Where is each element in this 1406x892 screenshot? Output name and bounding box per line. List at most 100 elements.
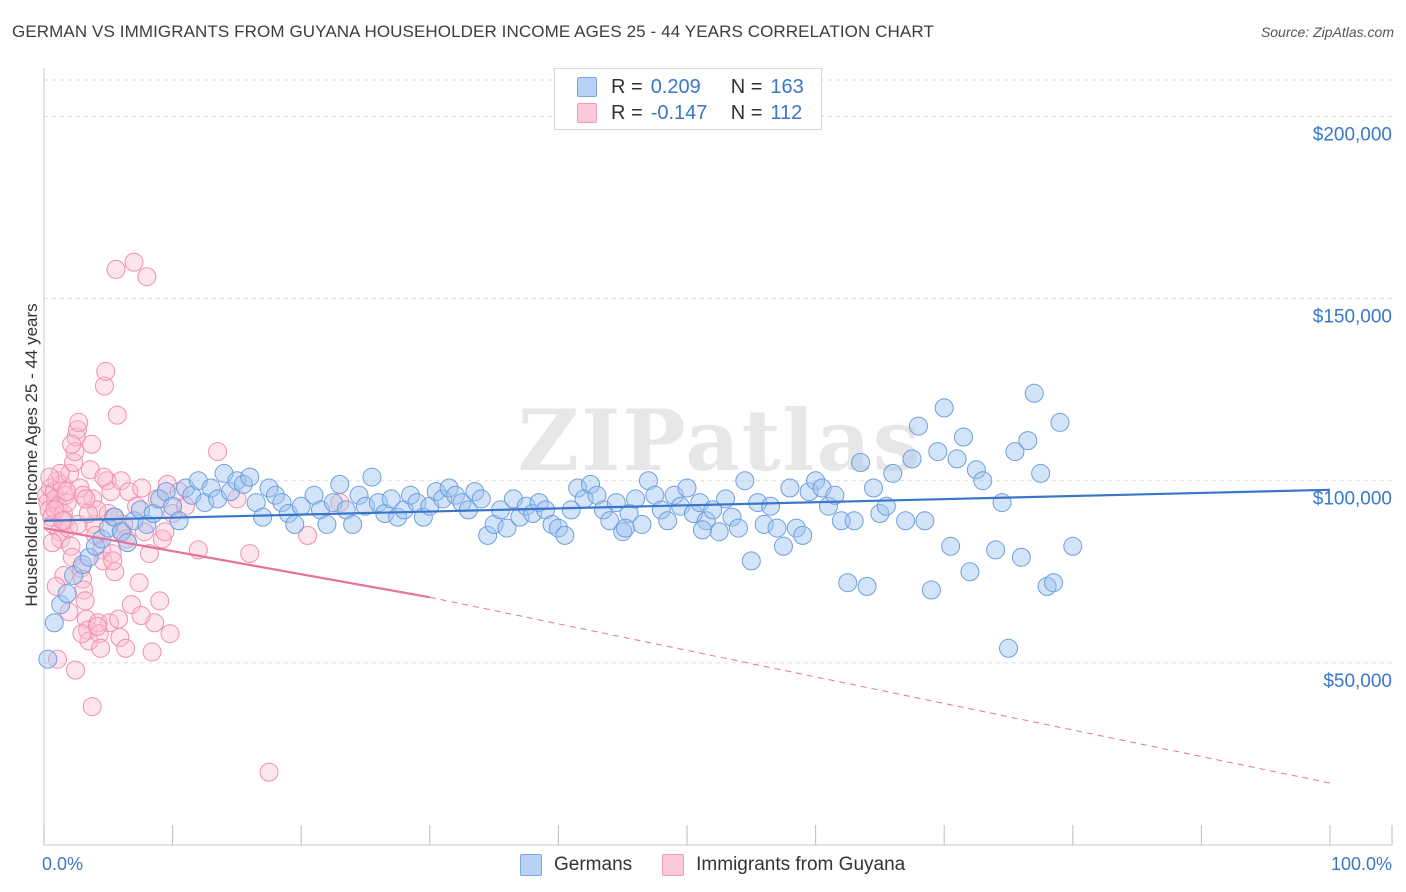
point-germans bbox=[908, 416, 928, 436]
point-germans bbox=[870, 504, 890, 523]
point-germans bbox=[137, 514, 157, 534]
point-germans bbox=[1005, 442, 1025, 462]
watermark: ZIPatlas bbox=[518, 391, 922, 490]
point-guyana bbox=[87, 616, 107, 636]
point-germans bbox=[735, 471, 755, 491]
legend-item-germans: Germans bbox=[520, 854, 632, 876]
legend-swatch-guyana bbox=[577, 103, 597, 123]
point-germans bbox=[349, 485, 369, 505]
point-guyana bbox=[79, 631, 99, 651]
point-germans bbox=[986, 540, 1006, 560]
point-germans bbox=[51, 595, 71, 615]
point-germans bbox=[1044, 573, 1064, 593]
point-germans bbox=[79, 547, 99, 567]
legend-r-label: R = bbox=[611, 101, 643, 124]
point-guyana bbox=[66, 660, 86, 680]
trend-line-guyana-extrapolated bbox=[429, 596, 1331, 784]
point-germans bbox=[876, 496, 896, 516]
legend-row-guyana: R = -0.147 N = 112 bbox=[577, 101, 802, 125]
point-germans bbox=[754, 514, 774, 534]
point-germans bbox=[773, 536, 793, 556]
point-germans bbox=[38, 649, 58, 669]
point-germans bbox=[362, 467, 382, 487]
point-germans bbox=[857, 576, 877, 596]
point-guyana bbox=[109, 609, 129, 629]
point-guyana bbox=[121, 595, 141, 615]
point-guyana bbox=[72, 624, 92, 644]
point-guyana bbox=[102, 544, 122, 564]
point-germans bbox=[915, 511, 935, 531]
point-germans bbox=[259, 478, 279, 498]
axes bbox=[43, 68, 1393, 846]
y-tick-label: $200,000 bbox=[1313, 124, 1392, 145]
point-germans bbox=[600, 511, 620, 531]
point-germans bbox=[356, 496, 375, 516]
point-germans bbox=[761, 496, 781, 516]
point-germans bbox=[1011, 547, 1031, 567]
point-germans bbox=[561, 500, 581, 520]
point-germans bbox=[1037, 576, 1057, 596]
point-germans bbox=[265, 485, 285, 505]
point-germans bbox=[227, 471, 247, 491]
point-germans bbox=[1063, 536, 1083, 556]
legend-r-value: -0.147 bbox=[650, 101, 708, 124]
point-germans bbox=[433, 489, 453, 509]
point-germans bbox=[446, 485, 466, 505]
point-germans bbox=[921, 580, 941, 600]
point-guyana bbox=[94, 376, 114, 396]
point-guyana bbox=[46, 576, 66, 596]
point-germans bbox=[953, 427, 973, 447]
point-guyana bbox=[75, 591, 95, 611]
point-germans bbox=[57, 584, 77, 604]
point-guyana bbox=[54, 565, 74, 585]
point-germans bbox=[928, 442, 948, 462]
point-guyana bbox=[160, 624, 180, 644]
point-guyana bbox=[97, 471, 117, 491]
point-guyana bbox=[127, 496, 147, 516]
point-guyana bbox=[40, 467, 60, 487]
y-tick-label: $50,000 bbox=[1323, 671, 1392, 692]
point-guyana bbox=[131, 606, 151, 625]
point-germans bbox=[851, 453, 871, 472]
point-germans bbox=[272, 493, 292, 513]
point-guyana bbox=[98, 504, 118, 523]
point-germans bbox=[73, 555, 93, 574]
point-germans bbox=[793, 525, 813, 545]
point-guyana bbox=[142, 642, 162, 662]
point-germans bbox=[728, 518, 748, 538]
point-germans bbox=[709, 522, 729, 542]
point-guyana bbox=[82, 434, 102, 454]
point-guyana bbox=[96, 361, 116, 381]
point-germans bbox=[510, 507, 530, 527]
point-germans bbox=[471, 489, 491, 509]
point-guyana bbox=[259, 762, 279, 782]
point-guyana bbox=[107, 405, 127, 425]
point-guyana bbox=[57, 493, 77, 513]
point-germans bbox=[542, 514, 562, 534]
point-germans bbox=[677, 478, 697, 498]
correlation-legend: R = 0.209 N = 163 R = -0.147 N = 112 bbox=[554, 68, 822, 130]
trend-lines bbox=[43, 488, 1331, 784]
legend-r-label: R = bbox=[611, 75, 643, 98]
point-germans bbox=[439, 478, 459, 498]
point-guyana bbox=[116, 638, 136, 658]
point-germans bbox=[883, 463, 903, 483]
point-germans bbox=[426, 482, 446, 502]
point-germans bbox=[960, 562, 980, 582]
point-germans bbox=[568, 478, 588, 498]
point-germans bbox=[966, 460, 986, 480]
point-germans bbox=[529, 493, 549, 513]
point-germans bbox=[233, 474, 253, 494]
point-germans bbox=[581, 474, 601, 494]
point-germans bbox=[1031, 463, 1051, 483]
point-guyana bbox=[48, 649, 68, 669]
point-guyana bbox=[119, 482, 139, 502]
point-germans bbox=[896, 511, 916, 531]
point-germans bbox=[169, 511, 189, 531]
point-germans bbox=[992, 493, 1012, 513]
legend-n-value: 112 bbox=[770, 101, 803, 124]
point-germans bbox=[1024, 383, 1044, 403]
y-tick-label: $100,000 bbox=[1313, 489, 1392, 510]
point-guyana bbox=[155, 522, 175, 542]
legend-row-germans: R = 0.209 N = 163 bbox=[577, 75, 804, 99]
